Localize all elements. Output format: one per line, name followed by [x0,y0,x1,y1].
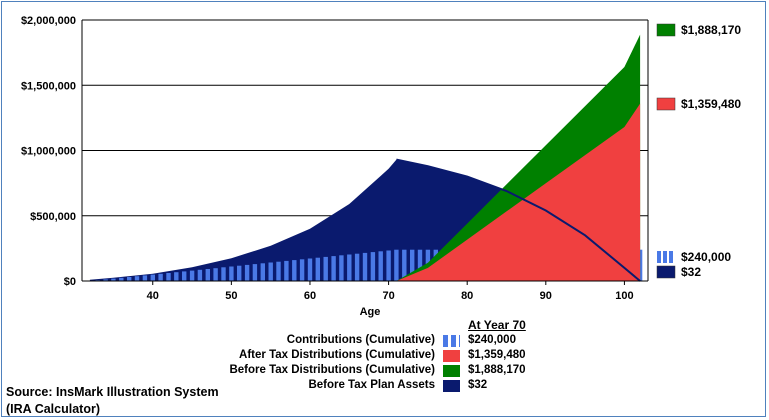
x-axis-label: Age [360,306,381,318]
end-label-value: $1,359,480 [681,97,741,111]
contribution-bar [182,271,187,281]
contribution-bar [386,250,391,281]
x-tick-label: 60 [304,290,316,302]
legend-row-contributions: Contributions (Cumulative) $240,000 [225,334,545,349]
contribution-bar [252,264,258,281]
contribution-bar [299,259,305,281]
series-plan-assets-line [396,158,641,282]
contribution-bar [276,261,281,281]
legend-swatch-before-tax [443,365,460,377]
contribution-bar [205,269,210,281]
contribution-bar [134,276,140,281]
axes: $0 $500,000 $1,000,000 $1,500,000 $2,000,000… [21,15,649,318]
contribution-bar [410,249,415,281]
contribution-bar [103,279,108,281]
contribution-bar [229,266,234,281]
contribution-bar [237,265,242,281]
contribution-bar [260,263,265,281]
source-note: Source: InsMark Illustration System (IRA… [6,384,219,418]
contribution-bar [213,268,218,281]
x-tick-label: 70 [382,290,394,302]
contribution-bar [362,252,368,281]
contribution-bar [378,251,383,281]
end-label-value: $240,000 [681,250,731,264]
contribution-bar [142,275,148,281]
end-label-swatch [657,251,661,263]
contribution-bar [268,262,273,281]
contribution-bar [127,277,132,281]
contribution-bar [284,260,289,281]
legend-label: After Tax Distributions (Cumulative) [239,349,435,361]
contribution-bar [292,260,297,281]
legend-label: Before Tax Distributions (Cumulative) [229,364,435,376]
legend-header: At Year 70 [468,318,526,332]
contribution-bar [111,278,116,281]
contribution-bar [119,277,124,281]
end-label: $240,000 [657,250,731,264]
contribution-bar [158,273,163,281]
end-label-value: $32 [681,265,701,279]
contribution-bar [166,273,171,281]
contribution-bar [189,270,195,281]
y-tick-label: $500,000 [30,211,76,223]
legend-label: Contributions (Cumulative) [286,334,435,346]
end-label-value: $1,888,170 [681,23,741,37]
end-label: $1,888,170 [656,23,741,37]
contribution-bar [307,258,313,281]
x-tick-label: 40 [147,290,159,302]
source-line-1: Source: InsMark Illustration System [6,385,219,399]
y-tick-label: $1,500,000 [21,80,76,92]
contribution-bar [331,256,336,281]
contribution-bar [315,257,320,281]
legend-value: $1,888,170 [468,364,526,376]
x-tick-label: 100 [615,290,633,302]
contribution-bar [402,249,407,281]
end-label: $32 [656,265,701,279]
end-label-swatch [656,23,676,37]
x-tick-label: 80 [461,290,473,302]
legend-row-before-tax: Before Tax Distributions (Cumulative) $1… [225,364,545,379]
end-label: $1,359,480 [656,97,741,111]
contribution-bar [394,249,399,281]
contribution-bar [197,269,203,281]
x-tick-label: 50 [225,290,237,302]
contribution-bar [347,254,352,281]
contribution-bar [221,267,226,281]
legend-swatch-after-tax [443,350,460,362]
legend-swatch-plan-assets [443,380,460,392]
legend-value: $240,000 [468,334,516,346]
end-value-labels: $1,888,170 $1,359,480 $240,000$32 [656,23,741,279]
legend-value: $32 [468,379,488,391]
end-label-swatch [669,251,673,263]
contribution-bar [174,272,179,281]
end-label-swatch [663,251,667,263]
y-tick-label: $0 [64,276,76,288]
end-label-swatch [656,97,676,111]
contribution-bar [244,264,250,281]
y-tick-label: $2,000,000 [21,15,76,27]
legend-label: Before Tax Plan Assets [308,379,435,391]
end-label-swatch [656,265,676,279]
series-layer [89,34,643,282]
contribution-bar [150,274,155,281]
legend-row-after-tax: After Tax Distributions (Cumulative) $1,… [225,349,545,364]
legend-value: $1,359,480 [468,349,526,361]
series-after-tax-area [396,103,641,281]
legend-swatch-contributions [443,335,460,347]
contribution-bar [370,252,376,281]
contribution-bar [339,255,344,281]
legend-row-plan-assets: Before Tax Plan Assets $32 [225,379,545,394]
y-tick-label: $1,000,000 [21,146,76,158]
contribution-bar [354,253,360,281]
source-line-2: (IRA Calculator) [6,402,100,416]
x-tick-label: 90 [540,290,552,302]
contribution-bar [417,249,423,281]
contribution-bar [323,256,328,281]
